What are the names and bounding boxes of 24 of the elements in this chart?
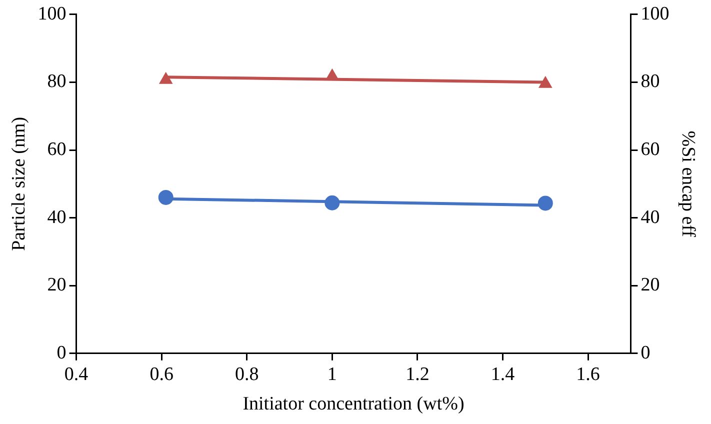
- y-tick-label: 80: [47, 71, 66, 92]
- y2-tick-label: 60: [640, 138, 660, 160]
- y-tick-label: 100: [38, 3, 66, 24]
- x-tick-label: 0.6: [150, 364, 174, 385]
- y2-tick-label: 0: [640, 342, 650, 364]
- y-tick-label: 40: [47, 206, 66, 228]
- x-tick-label: 1.2: [406, 364, 430, 385]
- x-tick-label: 1.4: [490, 364, 516, 385]
- y-tick-label: 20: [47, 274, 66, 296]
- x-tick-label: 1: [327, 364, 337, 385]
- point: [538, 76, 552, 88]
- x-axis-title: Initiator concentration (wt%): [242, 394, 464, 415]
- y-tick-label: 60: [47, 138, 66, 160]
- y2-tick-label: 100: [640, 3, 670, 24]
- y2-axis-title: %Si encap eff: [678, 130, 699, 238]
- point: [159, 72, 172, 84]
- y-tick-label: 0: [56, 342, 66, 364]
- x-tick-label: 1.6: [576, 364, 600, 385]
- y2-tick-label: 80: [640, 71, 660, 92]
- y-axis-title: Particle size (nm): [8, 116, 30, 251]
- x-tick-label: 0.4: [64, 364, 89, 385]
- y2-tick-label: 20: [640, 274, 660, 296]
- x-tick-label: 0.8: [235, 364, 259, 385]
- y2-tick-label: 40: [640, 206, 660, 228]
